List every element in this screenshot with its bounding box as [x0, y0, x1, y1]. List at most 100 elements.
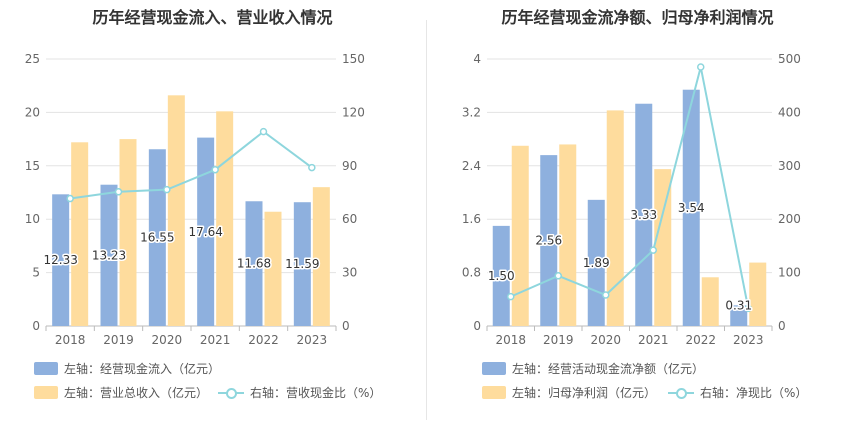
bar-data-label: 12.33 [43, 253, 77, 267]
legend-label: 左轴：经营现金流入（亿元） [64, 362, 221, 376]
ratio-point [163, 185, 171, 194]
bar-series-2 [119, 139, 137, 326]
x-axis-tick-label: 2021 [200, 333, 231, 347]
x-axis-tick-label: 2018 [55, 333, 86, 347]
right-axis-tick-label: 120 [342, 105, 365, 119]
legend-item-revenue[interactable]: 左轴：营业总收入（亿元） [34, 384, 208, 401]
chart-title: 历年经营现金流入、营业收入情况 [92, 8, 333, 27]
ratio-point [697, 63, 705, 71]
bar-series-1 [52, 194, 70, 326]
bar-data-label: 11.68 [237, 257, 271, 271]
bar-series-1 [100, 184, 118, 326]
right-axis-tick-label: 150 [342, 52, 365, 66]
chart-title: 历年经营现金流净额、归母净利润情况 [501, 8, 774, 27]
right-axis-tick-label: 200 [778, 212, 801, 226]
legend-label: 右轴：净现比（%） [700, 386, 808, 400]
legend-item-revenue-cash-ratio[interactable]: 右轴：营收现金比（%） [218, 384, 381, 401]
left-axis-tick-label: 3.2 [462, 105, 481, 119]
ratio-point [554, 272, 562, 280]
right-axis-tick-label: 400 [778, 105, 801, 119]
right-axis-tick-label: 100 [778, 266, 801, 280]
bar-data-label: 13.23 [92, 248, 126, 262]
x-axis-tick-label: 2023 [733, 333, 764, 347]
left-axis-tick-label: 0 [32, 319, 40, 333]
bar-series-2 [511, 145, 529, 326]
bar-data-label: 0.31 [725, 298, 752, 312]
bar-data-label: 11.59 [285, 257, 319, 271]
legend-item-cash-inflow[interactable]: 左轴：经营现金流入（亿元） [34, 360, 220, 377]
net-cash-profit-chart-panel: 历年经营现金流净额、归母净利润情况 0 0.8 1.6 2.4 3.2 4 0 100 200 3… [425, 0, 850, 437]
bar-series-2 [71, 142, 89, 326]
right-axis-tick-label: 0 [778, 319, 786, 333]
bar-series-2 [654, 169, 672, 326]
left-axis-tick-label: 0 [473, 319, 481, 333]
right-axis-tick-label: 90 [342, 159, 357, 173]
left-axis-tick-label: 4 [473, 52, 481, 66]
legend-swatch [34, 386, 58, 399]
panel-divider [426, 20, 427, 420]
x-axis-tick-label: 2018 [495, 333, 526, 347]
ratio-point [66, 194, 74, 203]
x-axis-tick-label: 2019 [543, 333, 574, 347]
bar-data-label: 17.64 [188, 225, 222, 239]
left-axis-tick-label: 5 [32, 266, 40, 280]
right-axis-tick-label: 0 [342, 319, 350, 333]
bar-data-label: 3.33 [630, 208, 657, 222]
right-axis-tick-label: 300 [778, 159, 801, 173]
x-axis-tick-label: 2022 [248, 333, 279, 347]
legend-item-net-cash-ratio[interactable]: 右轴：净现比（%） [668, 384, 807, 401]
cash-inflow-revenue-chart: 0 5 10 15 20 25 0 30 60 90 120 150 2018 2019 2020 2021 2… [25, 52, 365, 347]
x-axis-tick-label: 2023 [297, 333, 328, 347]
bar-data-label: 2.56 [535, 234, 562, 248]
ratio-point [259, 127, 268, 136]
ratio-point [114, 188, 123, 196]
bar-series-1 [587, 199, 605, 326]
bar-series-1 [245, 201, 263, 326]
ratio-point [507, 292, 515, 301]
x-axis-tick-label: 2020 [152, 333, 183, 347]
left-axis-tick-label: 1.6 [462, 212, 481, 226]
right-axis-tick-label: 30 [342, 266, 357, 280]
bar-series-1 [635, 103, 653, 326]
legend-swatch [34, 362, 58, 375]
ratio-line [70, 130, 313, 200]
net-cash-profit-chart: 0 0.8 1.6 2.4 3.2 4 0 100 200 300 400 500 2018 2019 20… [462, 52, 801, 347]
bar-series-1 [730, 305, 748, 326]
bar-series-1 [682, 89, 700, 326]
ratio-point [211, 165, 219, 174]
ratio-point [308, 163, 316, 172]
legend-swatch [482, 362, 506, 375]
legend-item-net-profit[interactable]: 左轴：归母净利润（亿元） [482, 384, 656, 401]
bar-series-2 [749, 262, 767, 326]
right-axis-tick-label: 60 [342, 212, 357, 226]
x-axis-tick-label: 2022 [685, 333, 716, 347]
bar-series-2 [606, 110, 624, 327]
bar-series-2 [701, 277, 719, 326]
ratio-point [744, 304, 752, 313]
legend-label: 右轴：营收现金比（%） [250, 386, 382, 400]
x-axis-tick-label: 2021 [638, 333, 669, 347]
ratio-point [649, 246, 657, 254]
legend-label: 左轴：经营活动现金流净额（亿元） [512, 362, 705, 376]
bar-data-label: 1.50 [488, 269, 515, 283]
left-axis-tick-label: 0.8 [462, 266, 481, 280]
cash-inflow-revenue-chart-panel: 历年经营现金流入、营业收入情况 0 5 10 15 20 25 0 30 60 90 120 150 2… [25, 8, 382, 401]
legend-item-net-cash-flow[interactable]: 左轴：经营活动现金流净额（亿元） [482, 360, 704, 377]
bar-series-1 [540, 155, 558, 326]
left-axis-tick-label: 20 [25, 105, 40, 119]
left-axis-tick-label: 10 [25, 212, 40, 226]
legend-line-marker-icon [668, 386, 694, 399]
x-axis-tick-label: 2019 [103, 333, 134, 347]
bar-series-2 [312, 187, 330, 326]
bar-series-1 [148, 149, 166, 326]
bar-series-2 [216, 111, 234, 326]
left-axis-tick-label: 15 [25, 159, 40, 173]
ratio-line [510, 66, 750, 309]
bar-data-label: 16.55 [140, 231, 174, 245]
left-axis-tick-label: 2.4 [462, 159, 481, 173]
bar-data-label: 3.54 [678, 201, 705, 215]
legend-label: 左轴：归母净利润（亿元） [512, 386, 657, 400]
right-axis-tick-label: 500 [778, 52, 801, 66]
bar-series-1 [197, 137, 215, 326]
bar-series-2 [264, 211, 282, 326]
